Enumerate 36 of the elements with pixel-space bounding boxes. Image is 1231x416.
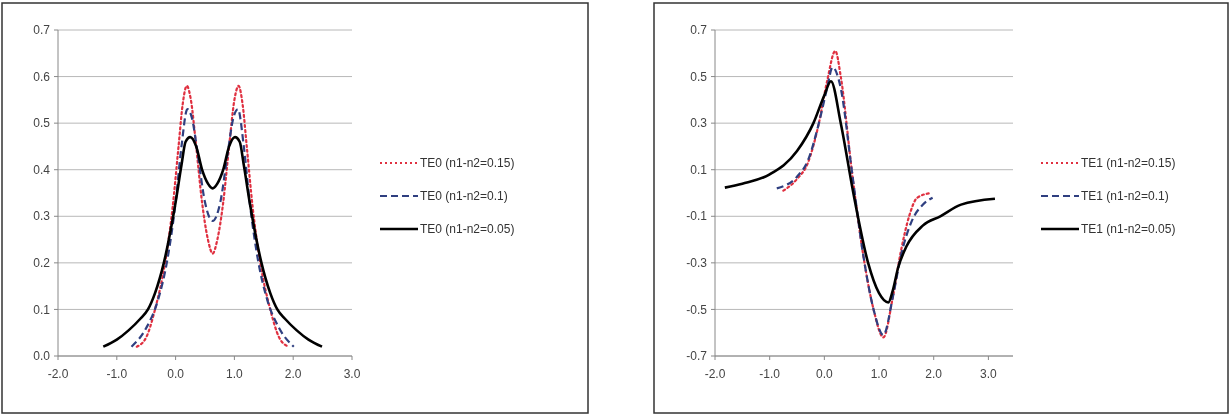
line-series	[723, 79, 997, 304]
x-tick-label: -2.0	[704, 367, 726, 381]
y-tick-label: 0.7	[33, 23, 51, 38]
x-tick-label: 3.0	[980, 367, 998, 381]
y-tick-label: 0.6	[33, 69, 51, 84]
y-tick-label: 0.2	[33, 256, 51, 271]
x-tick-label: -1.0	[106, 367, 128, 381]
x-tick-label: 2.0	[284, 367, 302, 381]
y-tick-label: 0.1	[33, 302, 51, 317]
line-series	[101, 135, 324, 348]
y-tick-label: -0.7	[686, 349, 708, 364]
x-tick-label: -2.0	[47, 367, 69, 381]
legend-label: TE1 (n1-n2=0.05)	[1081, 222, 1176, 237]
y-tick-label: 0.1	[690, 162, 708, 177]
legend-label: TE1 (n1-n2=0.15)	[1081, 156, 1176, 171]
y-tick-label: -0.3	[686, 256, 708, 271]
y-tick-label: -0.5	[686, 302, 708, 317]
legend-label: TE0 (n1-n2=0.1)	[420, 189, 508, 204]
y-tick-label: 0.0	[33, 349, 51, 364]
y-tick-label: -0.1	[686, 209, 708, 224]
y-tick-label: 0.4	[33, 162, 51, 177]
x-tick-label: 0.0	[816, 367, 834, 381]
y-tick-label: 0.7	[690, 23, 708, 38]
legend-label: TE0 (n1-n2=0.15)	[420, 156, 515, 171]
y-tick-label: 0.3	[690, 116, 708, 131]
x-tick-label: 2.0	[925, 367, 943, 381]
y-tick-label: 0.3	[33, 209, 51, 224]
x-tick-label: 1.0	[870, 367, 888, 381]
y-tick-label: 0.5	[33, 116, 51, 131]
legend-label: TE1 (n1-n2=0.1)	[1081, 189, 1169, 204]
x-tick-label: 0.0	[167, 367, 185, 381]
legend-label: TE0 (n1-n2=0.05)	[420, 222, 515, 237]
x-tick-label: 1.0	[226, 367, 244, 381]
x-tick-label: -1.0	[759, 367, 781, 381]
x-tick-label: 3.0	[343, 367, 361, 381]
y-tick-label: 0.5	[690, 69, 708, 84]
